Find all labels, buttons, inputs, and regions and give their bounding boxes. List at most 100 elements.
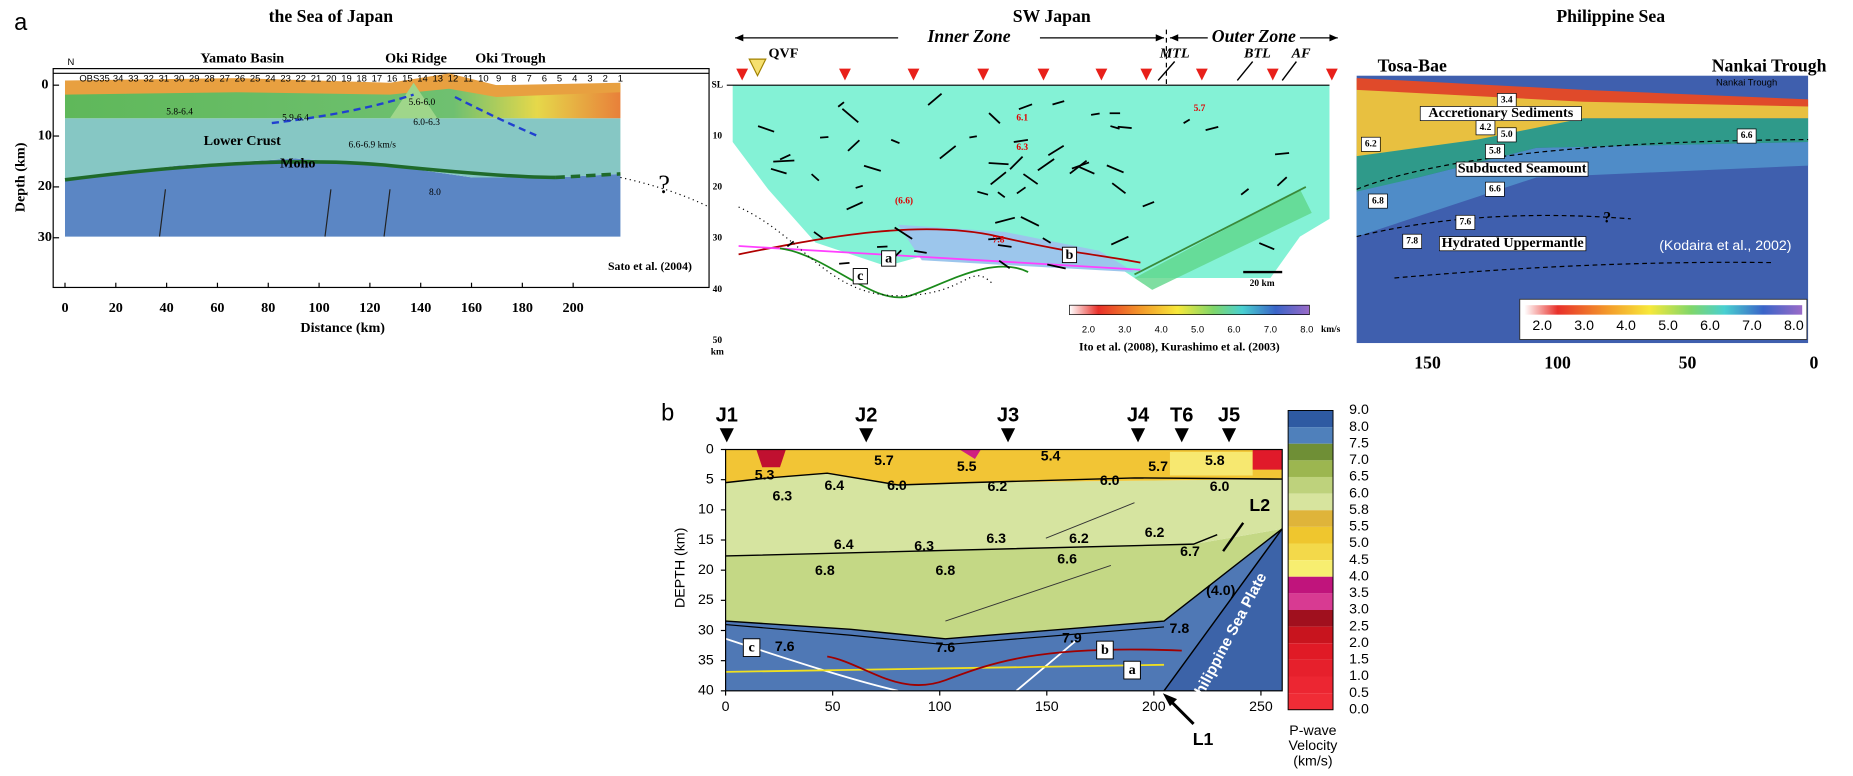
colorbar-title: P-wave	[1289, 723, 1336, 739]
obs-label: 19	[341, 74, 351, 85]
y-unit: km	[711, 348, 724, 358]
velocity-label: 6.0	[1210, 479, 1230, 495]
reflector	[839, 263, 849, 264]
station-label: J4	[1127, 405, 1150, 427]
y-tick-label: 20	[698, 562, 714, 578]
obs-label: OBS35	[79, 74, 109, 85]
velocity-label: 6.2	[1069, 531, 1089, 547]
colorbar-cell	[1288, 593, 1333, 610]
colorbar-cell	[1288, 444, 1333, 461]
colorbar-tick: 4.0	[1616, 318, 1636, 334]
layer-label: 6.3	[1016, 143, 1028, 153]
region-label: N	[67, 57, 74, 68]
obs-label: 4	[572, 74, 577, 85]
y-tick-label: 50	[713, 336, 723, 346]
y-tick-label: 20	[38, 178, 52, 194]
obs-label: 28	[204, 74, 214, 85]
layer-label: c	[857, 268, 863, 284]
y-tick-label: 20	[713, 183, 723, 193]
x-tick-label: 150	[1414, 352, 1441, 372]
y-tick-label: 30	[698, 622, 714, 638]
arrow-head	[1329, 34, 1337, 41]
station-marker	[736, 69, 748, 81]
colorbar-tick: 7.0	[1264, 325, 1277, 336]
obs-label: 31	[159, 74, 169, 85]
x-tick-label: 100	[1544, 352, 1571, 372]
velocity-label: 7.8	[1170, 621, 1190, 637]
x-tick-label: 0	[722, 699, 730, 715]
y-axis-label: Depth (km)	[13, 142, 29, 212]
layer-label: 5.8-6.4	[166, 108, 193, 118]
layer-label: 6.8	[1372, 196, 1384, 206]
colorbar-tick: 1.0	[1349, 668, 1369, 684]
layer-label: 4.2	[1480, 123, 1492, 133]
velocity-label: 5.7	[874, 453, 894, 469]
station-marker	[1038, 69, 1050, 81]
station-label: J5	[1218, 405, 1240, 427]
colorbar-tick: 5.5	[1349, 519, 1369, 535]
y-tick-label: 15	[698, 532, 714, 548]
obs-label: 23	[280, 74, 290, 85]
arrow-head	[1170, 34, 1178, 41]
obs-label: 8	[511, 74, 516, 85]
page: {"panel_a": { "label": "a", "sea_of_japa…	[0, 0, 1853, 776]
velocity-label: 6.0	[887, 478, 907, 494]
layer-label: 7.6	[1459, 218, 1471, 228]
region-label: Oki Trough	[475, 50, 546, 66]
annotation: c	[748, 639, 754, 655]
region-label: Nankai Trough	[1712, 55, 1827, 75]
layer-label: (6.6)	[895, 195, 913, 206]
obs-label: 22	[296, 74, 306, 85]
velocity-label: 6.2	[1145, 525, 1165, 541]
station-marker	[1001, 428, 1015, 442]
y-tick-label: 40	[698, 683, 714, 699]
annotation: a	[1129, 662, 1136, 678]
scale-bar-label: 20 km	[1250, 279, 1275, 289]
station-label: J2	[855, 405, 877, 427]
annotation: L1	[1193, 729, 1214, 749]
panel-label: b	[661, 400, 674, 426]
feature-arrow	[1282, 62, 1296, 81]
layer-label: 7.8	[1406, 236, 1418, 246]
panel-title: the Sea of Japan	[269, 6, 394, 26]
station-marker	[977, 69, 989, 81]
y-tick-label: 0	[706, 441, 714, 457]
colorbar-cell	[1288, 577, 1333, 594]
obs-label: 14	[417, 74, 427, 85]
x-tick-label: 20	[109, 300, 123, 316]
station-marker	[1196, 69, 1208, 81]
y-tick-label: 30	[38, 229, 52, 245]
colorbar-tick: 7.0	[1349, 452, 1369, 468]
y-tick-label: 40	[713, 285, 723, 295]
y-tick-label: 10	[713, 131, 723, 141]
colorbar-cell	[1288, 427, 1333, 444]
zone-label: Outer Zone	[1212, 26, 1296, 46]
station-marker	[908, 69, 920, 81]
velocity-label: (4.0)	[1206, 583, 1235, 599]
obs-label: 21	[311, 74, 321, 85]
inner-label: Nankai Trough	[1716, 77, 1777, 88]
station-marker	[1222, 428, 1236, 442]
x-tick-label: 160	[461, 300, 482, 316]
colorbar-cell	[1288, 477, 1333, 494]
velocity-label: 6.8	[815, 563, 835, 579]
y-tick-label: 10	[698, 502, 714, 518]
obs-label: 13	[433, 74, 443, 85]
obs-label: 7	[526, 74, 531, 85]
obs-label: 30	[174, 74, 184, 85]
velocity-label: 5.5	[957, 459, 977, 475]
colorbar-cell	[1288, 610, 1333, 627]
colorbar-tick: 7.0	[1742, 318, 1762, 334]
velocity-label: 5.4	[1041, 448, 1061, 464]
station-label: T6	[1170, 405, 1193, 427]
x-tick-label: 50	[825, 699, 841, 715]
colorbar-tick: 2.5	[1349, 618, 1369, 634]
station-marker	[859, 428, 873, 442]
colorbar-cell	[1288, 627, 1333, 644]
obs-label: 2	[603, 74, 608, 85]
y-tick-label: 35	[698, 652, 714, 668]
layer-label: Hydrated Uppermantle	[1442, 235, 1584, 251]
arrow-head	[1156, 34, 1164, 41]
layer-label: 8.0	[429, 188, 441, 198]
colorbar-tick: 0.5	[1349, 685, 1369, 701]
